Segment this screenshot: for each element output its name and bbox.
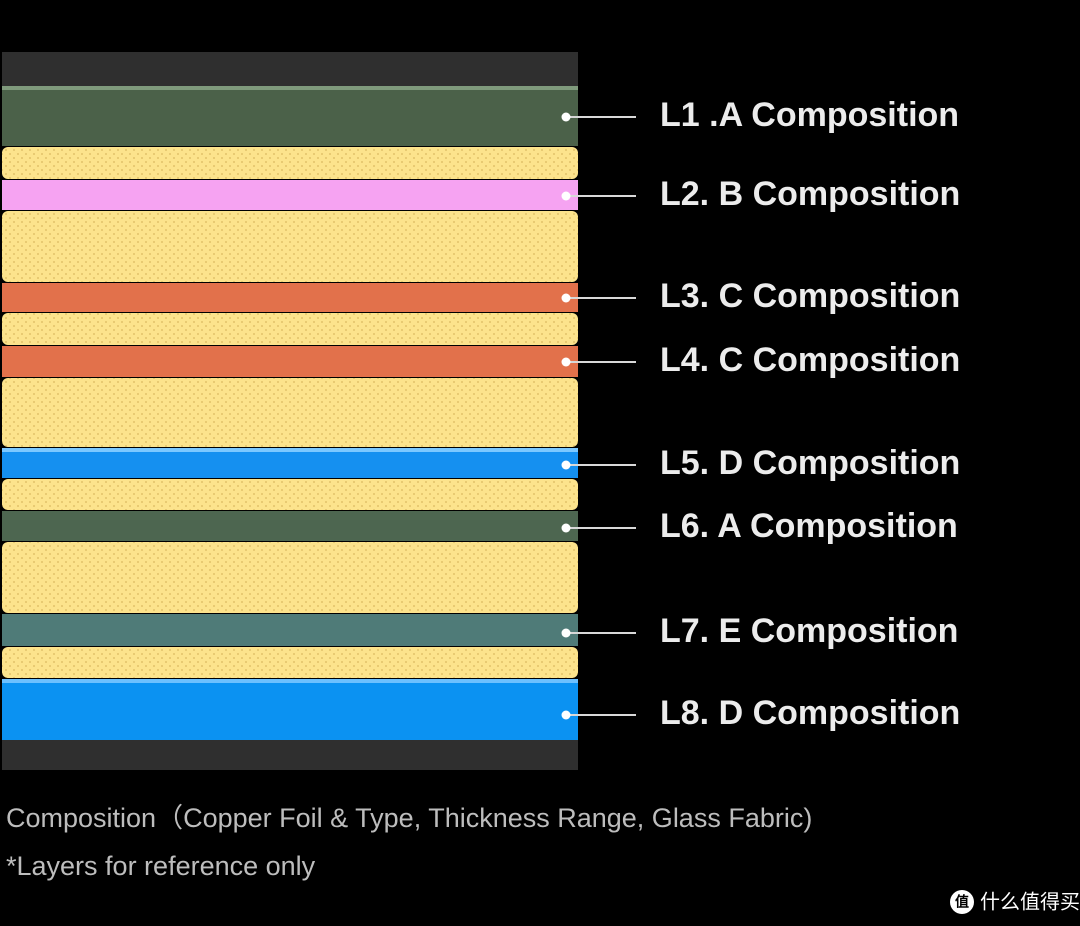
watermark-icon (950, 890, 974, 914)
leader-dot (561, 191, 571, 201)
copper-layer (2, 86, 578, 146)
leader-dot (561, 460, 571, 470)
layer-highlight (2, 679, 578, 683)
watermark: 什么值得买 (980, 890, 1080, 913)
watermark-icon-glyph: 值 (955, 894, 969, 910)
copper-layer (2, 52, 578, 86)
layer-highlight (2, 448, 578, 452)
caption: Composition（Copper Foil & Type, Thicknes… (6, 803, 812, 833)
prepreg-layer (2, 378, 578, 447)
layer-label: L5. D Composition (660, 444, 960, 482)
layer-labels: L1 .A Composition L2. B Composition L3. C … (561, 96, 960, 732)
leader-dot (561, 710, 571, 720)
copper-layer (2, 740, 578, 770)
copper-layer (2, 679, 578, 740)
layer-label: L8. D Composition (660, 694, 960, 732)
layer-label: L3. C Composition (660, 277, 960, 315)
copper-layer (2, 283, 578, 312)
prepreg-layer (2, 211, 578, 282)
prepreg-layer (2, 542, 578, 613)
layer-highlight (2, 86, 578, 90)
copper-layer (2, 346, 578, 377)
leader-dot (561, 293, 571, 303)
note: *Layers for reference only (6, 851, 316, 881)
leader-dot (561, 112, 571, 122)
layer-label: L7. E Composition (660, 612, 958, 650)
copper-layer (2, 180, 578, 210)
prepreg-layer (2, 313, 578, 345)
copper-layer (2, 511, 578, 541)
copper-layer (2, 614, 578, 646)
layer-label: L1 .A Composition (660, 96, 959, 134)
copper-layer (2, 448, 578, 478)
layer-stack (2, 52, 578, 770)
prepreg-layer (2, 479, 578, 510)
leader-dot (561, 357, 571, 367)
leader-dot (561, 523, 571, 533)
layer-label: L2. B Composition (660, 175, 960, 213)
layer-label: L6. A Composition (660, 507, 958, 545)
prepreg-layer (2, 647, 578, 678)
leader-dot (561, 628, 571, 638)
prepreg-layer (2, 147, 578, 179)
layer-label: L4. C Composition (660, 341, 960, 379)
